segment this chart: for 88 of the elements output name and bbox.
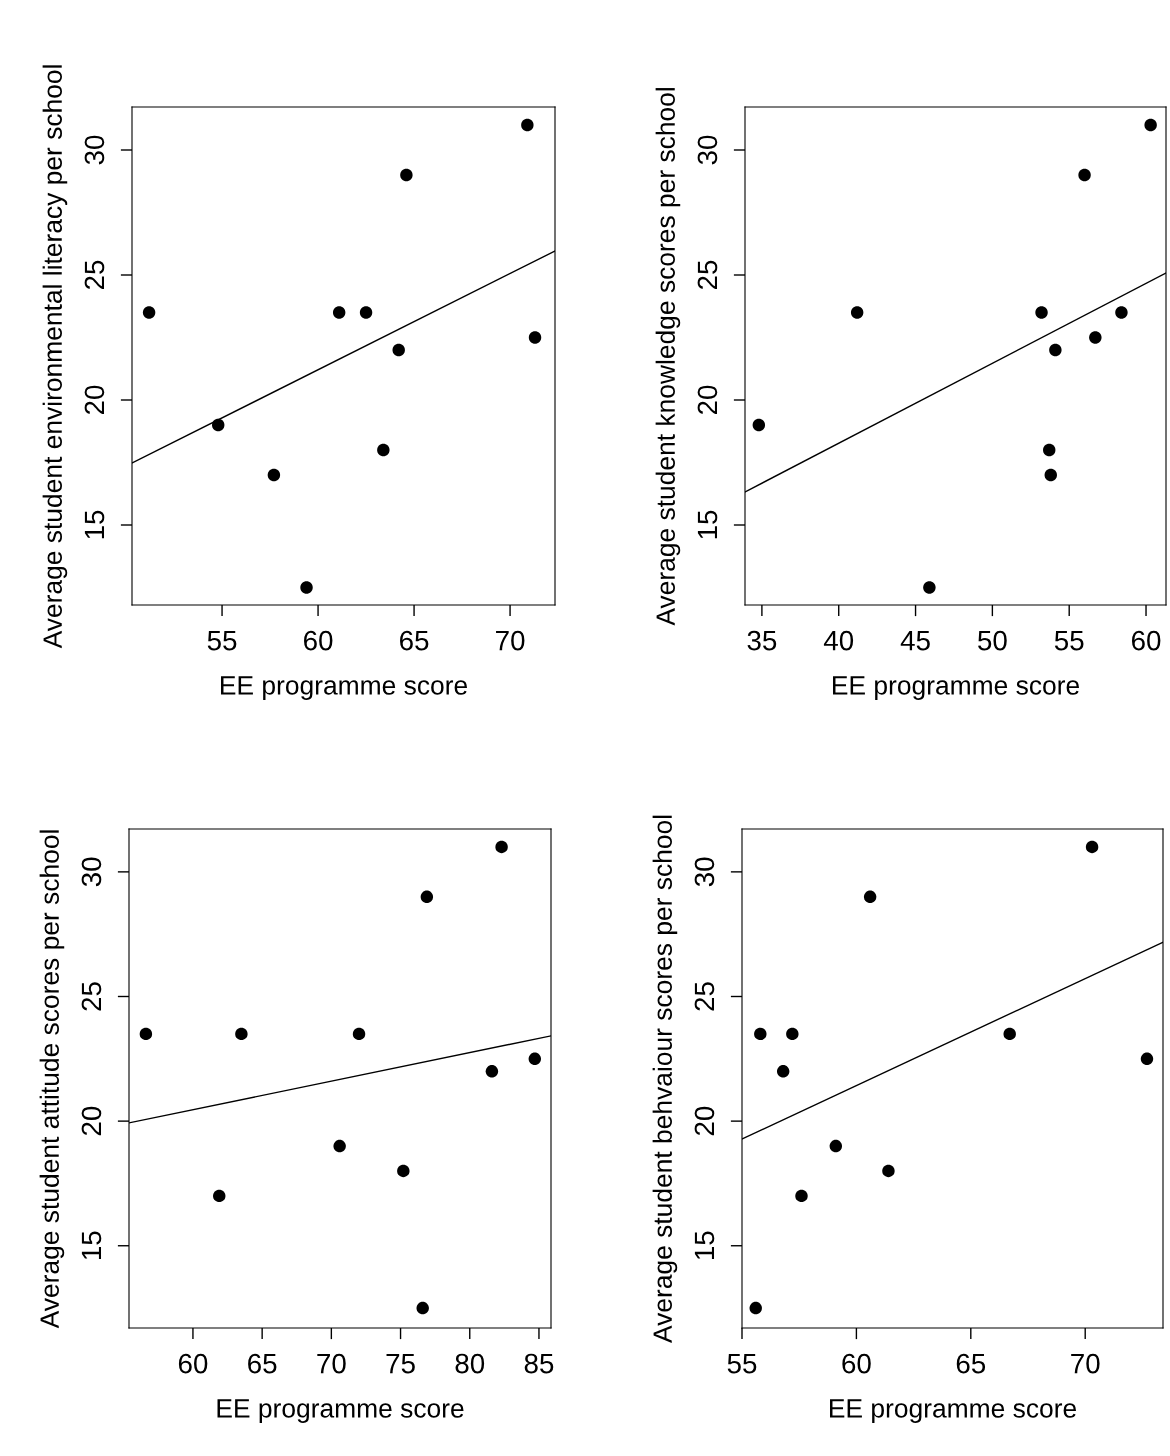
point xyxy=(213,1189,226,1203)
y-tick-label: 20 xyxy=(81,1106,102,1136)
y-tick-label: 25 xyxy=(694,982,715,1011)
point xyxy=(1049,343,1062,357)
point xyxy=(139,1027,153,1041)
x-axis-title: EE programme score xyxy=(221,676,467,700)
point xyxy=(377,443,390,457)
x-tick-label: 50 xyxy=(978,630,1007,651)
x-tick-label: 40 xyxy=(823,630,854,651)
y-tick-label: 20 xyxy=(697,385,718,415)
point xyxy=(786,1027,799,1041)
point xyxy=(267,468,281,482)
point xyxy=(754,1027,767,1041)
point xyxy=(392,343,405,357)
x-tick-label: 65 xyxy=(400,630,429,651)
y-tick-label: 30 xyxy=(694,857,715,887)
y-tick-label: 15 xyxy=(84,510,105,539)
point xyxy=(485,1065,499,1078)
x-tick-label: 75 xyxy=(386,1354,415,1374)
point xyxy=(332,306,346,319)
y-tick-label: 15 xyxy=(694,1231,715,1260)
point xyxy=(1035,306,1048,319)
x-tick-label: 55 xyxy=(1054,631,1084,651)
x-tick-label: 60 xyxy=(842,1353,871,1374)
point xyxy=(1078,168,1091,182)
point xyxy=(795,1189,808,1203)
x-tick-label: 65 xyxy=(956,1353,986,1374)
point xyxy=(1085,840,1099,854)
y-tick-label: 15 xyxy=(697,510,718,539)
point xyxy=(1044,468,1057,482)
point xyxy=(495,840,508,854)
point xyxy=(923,581,936,594)
y-tick-label: 20 xyxy=(694,1106,715,1136)
point xyxy=(1144,118,1157,132)
y-tick-label: 20 xyxy=(84,385,105,415)
x-tick-label: 55 xyxy=(207,631,237,651)
point xyxy=(333,1139,346,1153)
x-tick-label: 70 xyxy=(496,630,525,651)
y-axis-title: Average student behvaiour scores per school xyxy=(652,815,678,1343)
y-tick-label: 30 xyxy=(84,135,105,165)
x-axis-title: EE programme score xyxy=(833,676,1079,700)
x-tick-label: 45 xyxy=(900,631,930,651)
point xyxy=(528,1052,542,1066)
point xyxy=(1115,306,1128,319)
point xyxy=(300,581,313,594)
point xyxy=(1043,443,1056,457)
x-tick-label: 85 xyxy=(524,1353,554,1374)
point xyxy=(829,1139,843,1153)
point xyxy=(528,331,542,344)
y-tick-label: 30 xyxy=(81,857,102,887)
x-tick-label: 70 xyxy=(317,1353,346,1374)
point xyxy=(212,418,225,432)
point xyxy=(749,1301,762,1315)
x-tick-label: 35 xyxy=(747,630,777,651)
point xyxy=(882,1164,895,1178)
x-tick-label: 60 xyxy=(178,1353,208,1374)
x-tick-label: 60 xyxy=(304,630,333,651)
y-tick-label: 30 xyxy=(697,135,718,165)
point xyxy=(420,890,434,904)
point xyxy=(235,1027,248,1041)
point xyxy=(142,306,156,319)
point xyxy=(850,306,864,319)
y-tick-label: 25 xyxy=(81,982,102,1011)
x-axis-title: EE programme score xyxy=(830,1399,1076,1423)
x-tick-label: 60 xyxy=(1131,630,1161,651)
x-tick-label: 55 xyxy=(727,1354,757,1374)
x-tick-label: 80 xyxy=(455,1353,485,1374)
point xyxy=(416,1301,429,1315)
y-axis-title: Average student environmental literacy per school xyxy=(42,65,68,649)
x-tick-label: 65 xyxy=(248,1353,277,1374)
point xyxy=(352,1027,366,1041)
point xyxy=(521,118,534,132)
point xyxy=(397,1164,410,1178)
point xyxy=(400,168,413,182)
y-tick-label: 25 xyxy=(84,260,105,290)
point xyxy=(863,890,877,904)
point xyxy=(752,418,766,432)
x-axis-title: EE programme score xyxy=(217,1399,464,1423)
point xyxy=(359,306,373,319)
y-tick-label: 25 xyxy=(697,260,718,290)
y-axis-title: Average student attitude scores per school xyxy=(39,830,65,1329)
point xyxy=(776,1065,790,1078)
point xyxy=(1140,1052,1154,1066)
x-tick-label: 70 xyxy=(1071,1353,1100,1374)
y-tick-label: 15 xyxy=(81,1231,102,1260)
point xyxy=(1089,331,1102,344)
point xyxy=(1003,1027,1016,1041)
y-axis-title: Average student knowledge scores per school xyxy=(655,88,681,626)
